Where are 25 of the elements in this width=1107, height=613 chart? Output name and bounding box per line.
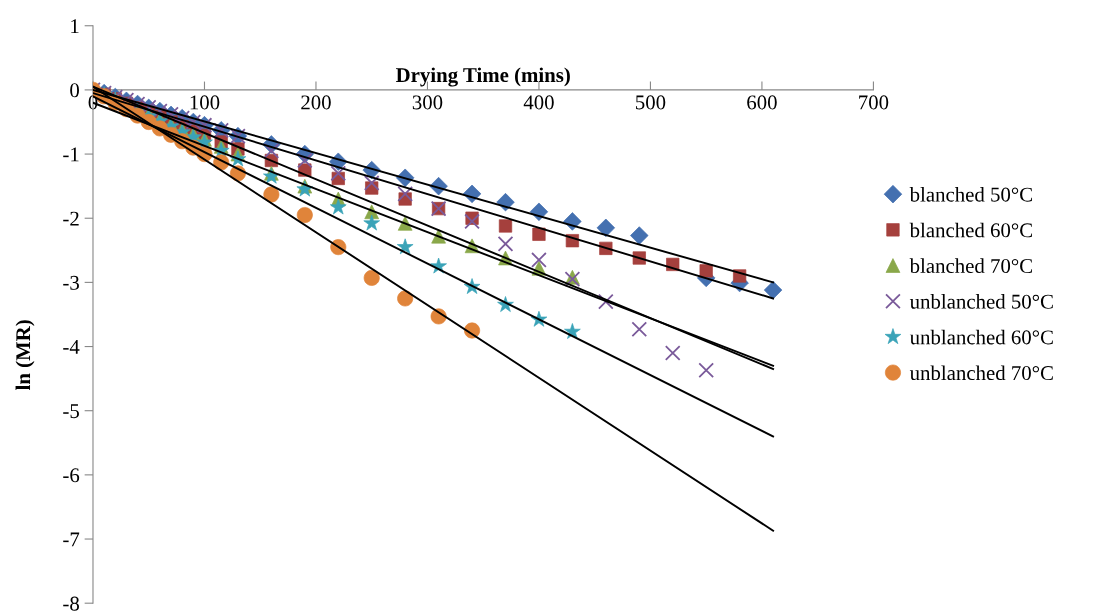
- y-axis-title: ln (MR): [15, 320, 35, 391]
- legend-label: blanched 70°C: [909, 258, 1032, 274]
- legend-label: unblanched 60°C: [909, 329, 1053, 345]
- x-tick-label: 200: [301, 95, 331, 110]
- y-tick-label: -2: [63, 211, 79, 226]
- x-tick-label: 500: [636, 95, 666, 110]
- legend-label: blanched 60°C: [909, 222, 1032, 238]
- y-tick-label: -1: [63, 147, 79, 162]
- y-tick-label: -8: [63, 596, 79, 611]
- x-tick-label: 100: [190, 95, 220, 110]
- y-tick-label: -4: [63, 340, 80, 354]
- x-tick-label: 700: [859, 95, 889, 110]
- legend-label: unblanched 50°C: [909, 294, 1053, 309]
- legend-label: unblanched 70°C: [909, 365, 1053, 381]
- y-tick-label: -6: [63, 468, 80, 483]
- legend-label: blanched 50°C: [909, 187, 1032, 202]
- y-tick-label: -5: [63, 404, 79, 419]
- y-tick-label: 1: [71, 19, 79, 33]
- y-tick-label: -7: [63, 532, 80, 547]
- x-axis-title: Drying Time (mins): [395, 67, 570, 87]
- y-tick-label: 0: [70, 83, 79, 98]
- y-tick-label: -3: [63, 275, 79, 290]
- x-tick-label: 300: [412, 95, 443, 110]
- x-tick-label: 600: [747, 95, 777, 110]
- x-tick-label: 400: [523, 95, 554, 110]
